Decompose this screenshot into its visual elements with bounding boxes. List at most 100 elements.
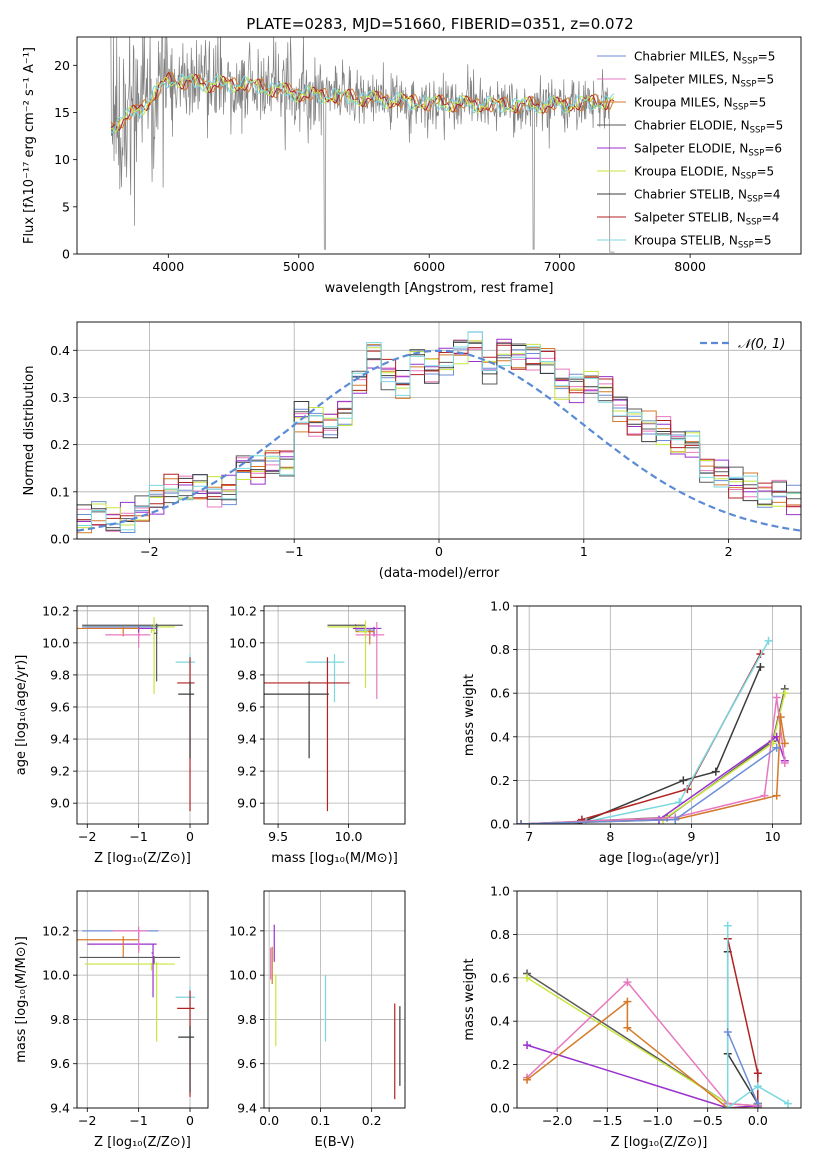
y-tick-label: 0.6 xyxy=(490,970,510,985)
y-tick-label: 1.0 xyxy=(490,884,510,899)
panel-mass-vs-Z: −2 −1 0 9.4 9.6 9.8 10.0 10.2 Z [log₁₀(Z/Z⊙)] mas… xyxy=(14,890,209,1150)
panel-spectrum: 4000 5000 6000 7000 8000 0 5 10 15 20 wavelength [… xyxy=(22,36,802,296)
y-tick-label: 10.0 xyxy=(42,968,70,983)
plus-marker xyxy=(623,1023,632,1032)
x-tick-label: 9 xyxy=(687,829,695,844)
series-line-kroupa_stelib xyxy=(726,925,789,1108)
series-line-chabrier_miles xyxy=(521,747,778,824)
legend-entry: Chabrier MILES, NSSP=5 xyxy=(634,50,775,67)
x-tick-label: −1.0 xyxy=(642,1113,672,1128)
y-tick-label: 10 xyxy=(54,152,70,167)
observed-spectrum xyxy=(110,37,615,253)
errorbar-point xyxy=(177,657,195,812)
plus-marker xyxy=(517,820,526,824)
axes: −2 −1 0 1 2 0.0 0.1 0.2 0.3 0.4 (data-model)/error… xyxy=(22,321,802,581)
y-tick-label: 9.4 xyxy=(50,732,70,747)
x-tick-label: 0.1 xyxy=(310,1113,330,1128)
errorbar-point xyxy=(82,623,183,632)
legend-entry: Chabrier ELODIE, NSSP=5 xyxy=(634,119,783,136)
plus-marker xyxy=(623,997,632,1006)
legend: 𝒩(0, 1) xyxy=(700,337,785,352)
plus-marker xyxy=(711,767,720,776)
x-axis-label: Z [log₁₀(Z/Z⊙)] xyxy=(94,1135,191,1150)
x-axis-label: E(B-V) xyxy=(314,1135,354,1150)
errorbar-point xyxy=(178,681,195,759)
y-axis-label: Normed distribution xyxy=(22,366,37,496)
x-tick-label: 8000 xyxy=(674,259,706,274)
y-axis-label: age [log₁₀(age/yr)] xyxy=(14,655,29,776)
model-spectrum-kroupa_elodie xyxy=(110,74,615,133)
plus-marker xyxy=(780,758,789,767)
y-tick-label: 9.4 xyxy=(50,1101,70,1116)
plot-area xyxy=(77,617,196,812)
axes: 9.5 10.0 9.0 9.2 9.4 9.6 9.8 10.0 10.2 mass [log₁… xyxy=(229,603,406,866)
errorbar-point xyxy=(264,657,350,812)
y-tick-label: 9.6 xyxy=(50,699,70,714)
y-tick-label: 20 xyxy=(54,58,70,73)
plot-area xyxy=(523,921,792,1108)
y-tick-label: 0.4 xyxy=(50,343,70,358)
x-tick-label: 7 xyxy=(525,829,533,844)
x-tick-label: −2 xyxy=(78,1113,96,1128)
errorbar-point xyxy=(87,942,157,951)
y-tick-label: 0.0 xyxy=(490,1101,510,1116)
plus-marker xyxy=(623,978,632,987)
y-tick-label: 9.2 xyxy=(237,764,257,779)
x-tick-label: 0.0 xyxy=(259,1113,279,1128)
plot-area xyxy=(77,331,801,534)
y-tick-label: 0.2 xyxy=(50,437,70,452)
y-tick-label: 9.6 xyxy=(237,1056,257,1071)
plus-marker xyxy=(723,1104,732,1108)
plus-marker xyxy=(679,776,688,785)
x-tick-label: 0.0 xyxy=(748,1113,768,1128)
y-tick-label: 9.4 xyxy=(237,1101,257,1116)
axes: −2.0 −1.5 −1.0 −0.5 0.0 0.0 0.2 0.4 0.6 0.8 1.0 Z [… xyxy=(462,884,802,1150)
y-tick-label: 0.4 xyxy=(490,1014,510,1029)
model-spectrum-kroupa_stelib xyxy=(110,73,614,133)
x-tick-label: 0 xyxy=(435,544,443,559)
plus-marker xyxy=(772,791,781,800)
series-line-salpeter_miles xyxy=(526,981,758,1107)
errorbar-point xyxy=(151,617,155,695)
legend-entry: Kroupa STELIB, NSSP=5 xyxy=(634,234,772,251)
axes-frame xyxy=(516,605,802,825)
x-tick-label: −0.5 xyxy=(692,1113,722,1128)
y-axis-label: mass [log₁₀(M/M⊙)] xyxy=(14,936,29,1063)
axes: 4000 5000 6000 7000 8000 0 5 10 15 20 wavelength [… xyxy=(22,36,802,296)
x-tick-label: 7000 xyxy=(544,259,576,274)
y-tick-label: 0.2 xyxy=(490,1057,510,1072)
series-line-chabrier_miles xyxy=(727,1031,759,1104)
plus-marker xyxy=(780,739,789,748)
series-line-kroupa_elodie xyxy=(526,977,758,1107)
y-tick-label: 10.0 xyxy=(229,968,257,983)
axes-frame xyxy=(516,890,802,1109)
axes: −2 −1 0 9.4 9.6 9.8 10.0 10.2 Z [log₁₀(Z/Z⊙)] mas… xyxy=(14,890,209,1150)
x-axis-label: wavelength [Angstrom, rest frame] xyxy=(325,281,554,296)
plot-area xyxy=(77,926,196,1097)
y-axis-label: mass weight xyxy=(462,674,477,756)
y-tick-label: 0.6 xyxy=(490,686,510,701)
plus-marker xyxy=(764,636,773,645)
y-tick-label: 10.2 xyxy=(42,923,70,938)
y-tick-label: 0.3 xyxy=(50,390,70,405)
legend-entry: Salpeter STELIB, NSSP=4 xyxy=(634,211,779,228)
plot-area xyxy=(110,37,615,253)
plus-marker xyxy=(723,921,732,930)
plus-marker xyxy=(523,1075,532,1084)
x-axis-label: mass [log₁₀(M/M⊙)] xyxy=(271,851,398,866)
plus-marker xyxy=(780,689,789,698)
y-tick-label: 10.2 xyxy=(42,603,70,618)
legend-entry: Salpeter ELODIE, NSSP=6 xyxy=(634,142,782,159)
panel-residuals: −2 −1 0 1 2 0.0 0.1 0.2 0.3 0.4 (data-model)/error… xyxy=(22,321,802,581)
y-axis-label: Flux [fλ10⁻¹⁷ erg cm⁻² s⁻¹ A⁻¹] xyxy=(22,47,37,244)
panel-age-vs-mass: 9.5 10.0 9.0 9.2 9.4 9.6 9.8 10.0 10.2 mass [log₁… xyxy=(229,603,406,866)
x-tick-label: −2 xyxy=(78,829,96,844)
axes: −2 −1 0 9.0 9.2 9.4 9.6 9.8 10.0 10.2 Z [log₁₀(Z/Z… xyxy=(14,603,209,866)
axes: 0.0 0.1 0.2 9.4 9.6 9.8 10.0 10.2 E(B-V) xyxy=(229,890,406,1150)
errorbar-point xyxy=(79,956,181,965)
x-tick-label: 0.2 xyxy=(362,1113,382,1128)
errorbar-point xyxy=(151,944,154,998)
x-tick-label: −1 xyxy=(129,1113,147,1128)
y-tick-label: 9.2 xyxy=(50,764,70,779)
